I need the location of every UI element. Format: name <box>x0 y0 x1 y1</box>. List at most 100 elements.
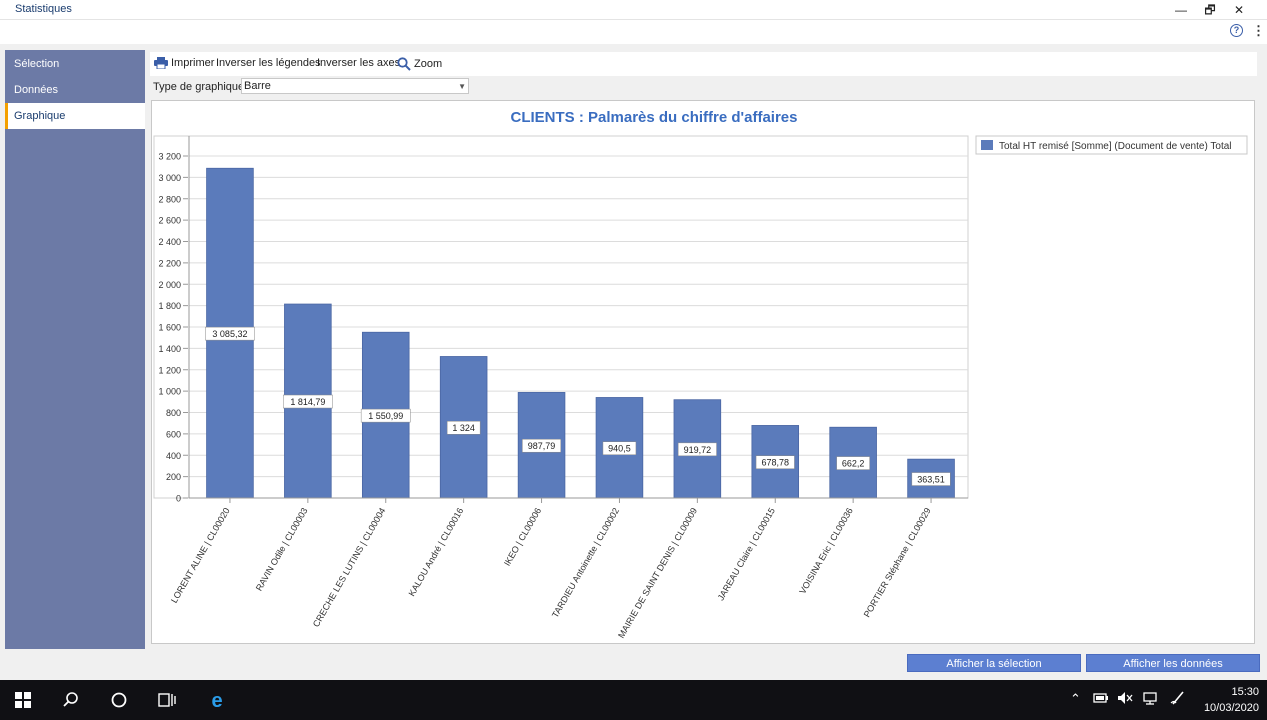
windows-start-icon[interactable] <box>13 690 33 710</box>
data-label-box <box>522 438 562 453</box>
y-tick-label: 2 000 <box>158 280 181 290</box>
data-label-box <box>677 442 717 457</box>
y-tick-label: 600 <box>166 429 181 439</box>
legend-label: Total HT remisé [Somme] (Document de ven… <box>999 141 1232 152</box>
print-label: Imprimer <box>171 57 215 69</box>
y-tick-label: 0 <box>176 494 181 504</box>
data-label: 662,2 <box>842 459 865 469</box>
clock-date: 10/03/2020 <box>1203 702 1259 714</box>
help-bar: ? ⋮ <box>0 20 1267 44</box>
sidebar-item-selection[interactable]: Sélection <box>14 58 60 70</box>
pen-icon[interactable] <box>1170 691 1186 705</box>
print-button[interactable]: Imprimer <box>154 57 214 69</box>
data-label: 940,5 <box>608 444 631 454</box>
toolbar: Imprimer Inverser les légendes Inverser … <box>150 52 1257 76</box>
y-tick-label: 1 800 <box>158 301 181 311</box>
y-tick-label: 3 200 <box>158 152 181 162</box>
svg-text:e: e <box>211 690 222 710</box>
y-tick-label: 400 <box>166 451 181 461</box>
chart-type-select[interactable]: Barre ▼ <box>241 78 469 94</box>
invert-axes-button[interactable]: Inverser les axes <box>317 57 400 69</box>
bottom-buttons: Afficher la sélection Afficher les donné… <box>0 652 1267 674</box>
data-label: 987,79 <box>528 441 556 451</box>
bar-chart: CLIENTS : Palmarès du chiffre d'affaires… <box>153 109 1248 640</box>
search-icon[interactable] <box>61 690 81 710</box>
invert-legends-label: Inverser les légendes <box>216 57 321 69</box>
data-label: 363,51 <box>917 475 945 485</box>
y-tick-label: 3 000 <box>158 173 181 183</box>
invert-axes-label: Inverser les axes <box>317 57 401 69</box>
minimize-button[interactable]: — <box>1175 3 1187 17</box>
x-axis: LORENT ALINE | CL00020 RAVIN Odile | CL00… <box>169 497 968 640</box>
show-selection-button[interactable]: Afficher la sélection <box>907 654 1081 672</box>
x-tick-label: CRECHE LES LUTINS | CL00004 <box>311 506 388 629</box>
legend-swatch <box>981 140 993 150</box>
help-icon[interactable]: ? <box>1230 24 1243 37</box>
x-tick-label: KALOU André | CL00016 <box>407 506 466 598</box>
more-options-icon[interactable]: ⋮ <box>1252 23 1265 38</box>
data-label-box <box>446 420 481 435</box>
chart-type-label: Type de graphique <box>153 81 245 93</box>
y-tick-label: 800 <box>166 408 181 418</box>
close-button[interactable]: ✕ <box>1233 3 1245 17</box>
chevron-up-icon[interactable]: ⌃ <box>1070 691 1081 706</box>
y-tick-label: 1 600 <box>158 323 181 333</box>
task-view-icon[interactable] <box>157 690 177 710</box>
printer-icon <box>154 57 168 69</box>
data-label-box <box>283 394 333 409</box>
bars: 3 085,32 1 814,79 1 550,99 1 324 987,79 940,5… <box>205 167 955 499</box>
chart-type-value: Barre <box>244 80 271 92</box>
y-tick-label: 1 200 <box>158 365 181 375</box>
system-clock[interactable]: 15:30 10/03/2020 <box>1204 684 1259 716</box>
window-title: Statistiques <box>15 3 72 15</box>
volume-muted-icon[interactable] <box>1117 691 1133 705</box>
cortana-icon[interactable] <box>109 690 129 710</box>
chart-type-row: Type de graphique Barre ▼ <box>150 78 550 96</box>
zoom-button[interactable]: Zoom <box>397 57 442 71</box>
sidebar-item-data[interactable]: Données <box>14 84 59 96</box>
x-tick-label: IKEO | CL00006 <box>502 506 543 568</box>
chart-title: CLIENTS : Palmarès du chiffre d'affaires <box>511 109 798 126</box>
chevron-down-icon: ▼ <box>458 82 466 91</box>
y-axis: 0 200 400 600 800 1 000 1 200 1 400 1 600 1 800 2 … <box>158 136 190 504</box>
chart-panel: CLIENTS : Palmarès du chiffre d'affaires… <box>151 100 1255 644</box>
data-label-box <box>911 472 951 486</box>
restore-button[interactable]: 🗗 <box>1204 3 1216 17</box>
x-tick-label: RAVIN Odile | CL00003 <box>254 506 310 593</box>
x-tick-label: TARDIEU Antoinette | CL00002 <box>550 506 621 619</box>
data-label: 1 550,99 <box>368 411 403 421</box>
main-frame: Sélection Données Graphique Imprimer Inv… <box>0 44 1267 680</box>
y-tick-label: 2 200 <box>158 258 181 268</box>
data-label-box <box>360 408 411 423</box>
y-tick-label: 1 000 <box>158 387 181 397</box>
y-tick-label: 2 400 <box>158 237 181 247</box>
invert-legends-button[interactable]: Inverser les légendes <box>216 57 321 69</box>
battery-icon[interactable] <box>1093 691 1109 705</box>
data-label-box <box>836 456 870 470</box>
zoom-label: Zoom <box>414 58 443 70</box>
data-label: 678,78 <box>761 458 789 468</box>
data-label-box <box>602 441 637 455</box>
y-tick-label: 200 <box>166 472 181 482</box>
show-data-button[interactable]: Afficher les données <box>1086 654 1260 672</box>
sidebar-item-chart[interactable]: Graphique <box>5 103 145 129</box>
taskbar: e ⌃ 15:30 10/03/2020 <box>0 680 1267 720</box>
data-label: 919,72 <box>684 445 712 455</box>
sidebar: Sélection Données Graphique <box>5 50 145 649</box>
legend[interactable]: Total HT remisé [Somme] (Document de ven… <box>975 135 1248 155</box>
y-tick-label: 2 600 <box>158 216 181 226</box>
x-tick-label: PORTIER Stéphane | CL00029 <box>862 506 933 619</box>
network-icon[interactable] <box>1142 691 1158 705</box>
y-tick-label: 2 800 <box>158 194 181 204</box>
x-tick-label: MAIRIE DE SAINT DENIS | CL00009 <box>616 506 699 640</box>
x-tick-label: JAREAU Claire | CL00015 <box>716 506 777 602</box>
x-tick-label: VOISINA Eric | CL00036 <box>797 506 855 596</box>
edge-browser-icon[interactable]: e <box>207 690 227 710</box>
window-titlebar: Statistiques — 🗗 ✕ <box>0 0 1267 20</box>
legend-box <box>975 135 1248 155</box>
data-label-box <box>205 326 255 341</box>
data-label: 1 324 <box>452 423 475 433</box>
search-icon <box>397 57 411 71</box>
data-label: 3 085,32 <box>212 329 247 339</box>
data-label: 1 814,79 <box>290 397 325 407</box>
